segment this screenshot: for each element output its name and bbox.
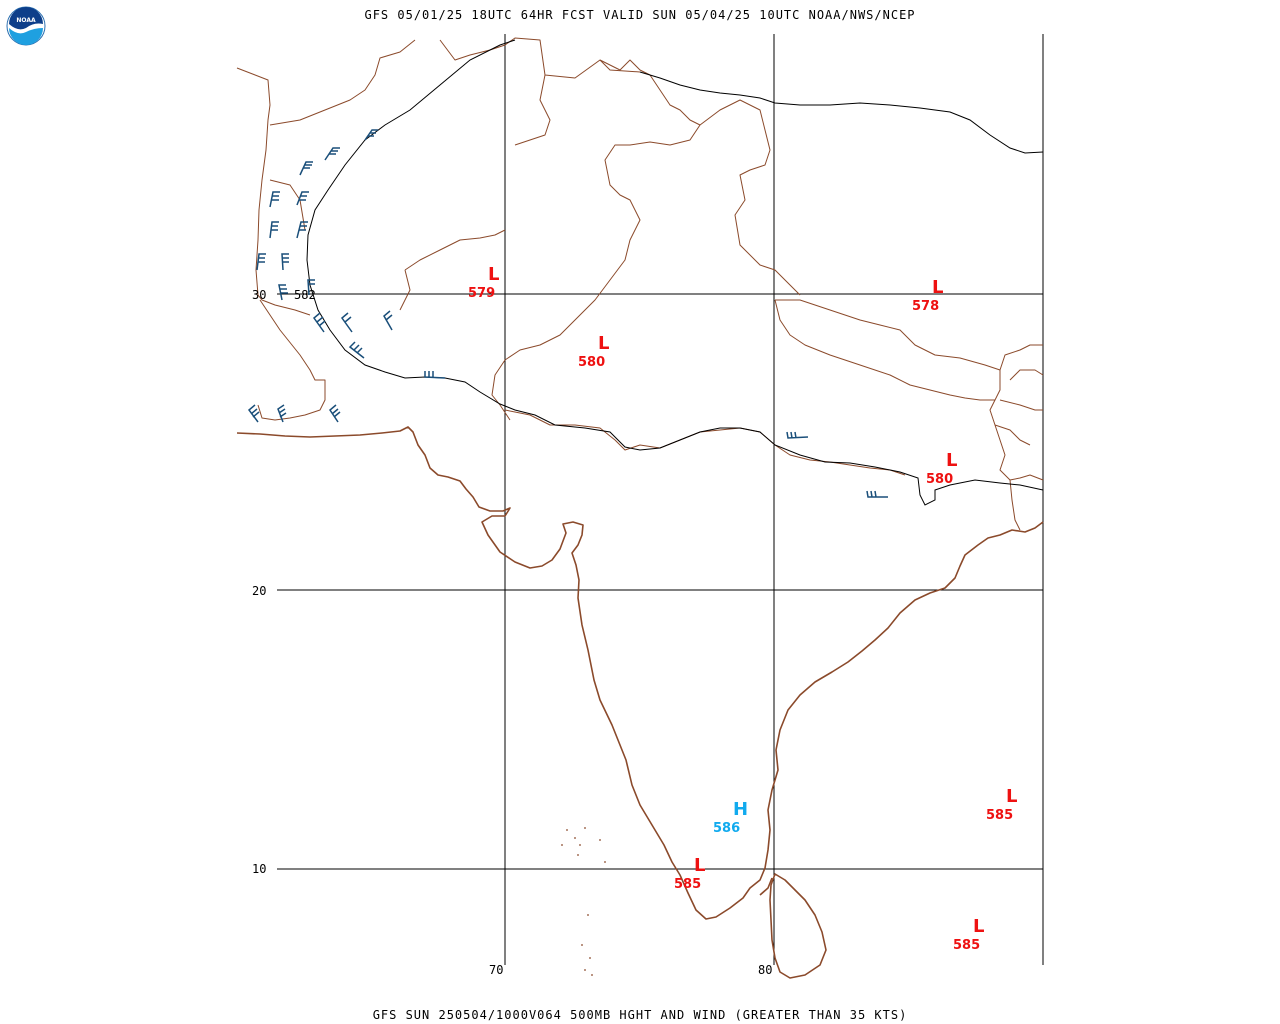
pressure-center-low: L 580	[578, 333, 609, 370]
wind-barbs	[247, 129, 888, 498]
svg-text:580: 580	[926, 472, 953, 487]
wind-barb	[278, 284, 288, 301]
wind-barb	[329, 404, 341, 423]
map-footer-title: GFS SUN 250504/1000V064 500MB HGHT AND W…	[372, 1008, 908, 1022]
svg-text:H: H	[733, 799, 748, 820]
svg-text:578: 578	[912, 299, 939, 314]
wind-barb	[296, 191, 309, 206]
pressure-center-low: L 585	[953, 916, 984, 953]
wind-barb	[281, 253, 289, 271]
lat-label-20: 20	[252, 584, 266, 598]
svg-text:585: 585	[674, 877, 701, 892]
wind-barb	[786, 431, 809, 439]
wind-barb	[247, 404, 260, 423]
wind-barb	[307, 279, 315, 296]
map-title: GFS 05/01/25 18UTC 64HR FCST VALID SUN 0…	[364, 8, 916, 22]
wind-barb	[256, 253, 266, 271]
wind-barb	[296, 221, 308, 239]
wind-barb	[364, 129, 378, 141]
pressure-center-low: L 585	[674, 855, 705, 892]
wind-barb	[299, 161, 313, 176]
wind-barb	[424, 371, 446, 379]
svg-text:585: 585	[986, 808, 1013, 823]
svg-text:NOAA: NOAA	[16, 17, 36, 24]
svg-text:L: L	[694, 855, 705, 876]
svg-text:L: L	[598, 333, 609, 354]
noaa-logo-icon: NOAA	[6, 6, 46, 46]
pressure-center-low: L 585	[986, 786, 1017, 823]
lon-label-80: 80	[758, 963, 772, 977]
height-contours	[306, 39, 1044, 506]
contour-label: 582	[294, 288, 316, 302]
pressure-center-low: L 579	[468, 264, 499, 301]
wind-barb	[340, 312, 353, 333]
wind-barb	[312, 312, 326, 333]
pressure-center-low: L 580	[926, 450, 957, 487]
borders	[236, 37, 1044, 531]
islands	[561, 827, 606, 976]
wind-barb	[383, 310, 393, 331]
svg-text:L: L	[946, 450, 957, 471]
svg-text:586: 586	[713, 821, 740, 836]
lon-label-70: 70	[489, 963, 503, 977]
wind-barb	[277, 404, 287, 423]
wind-barb	[348, 341, 365, 359]
wind-barb	[269, 191, 280, 208]
lat-label-10: 10	[252, 862, 266, 876]
pressure-center-low: L 578	[912, 277, 943, 314]
contour-582	[306, 39, 1044, 506]
contour-north	[639, 71, 1044, 154]
graticule	[277, 34, 1044, 965]
svg-text:L: L	[488, 264, 499, 285]
svg-text:579: 579	[468, 286, 495, 301]
pressure-center-high: H 586	[713, 799, 748, 836]
wind-barb	[866, 490, 888, 498]
wind-barb	[324, 147, 340, 161]
svg-text:585: 585	[953, 938, 980, 953]
svg-text:580: 580	[578, 355, 605, 370]
lat-label-30: 30	[252, 288, 266, 302]
svg-text:L: L	[973, 916, 984, 937]
wind-barb	[269, 221, 279, 239]
svg-text:L: L	[932, 277, 943, 298]
svg-text:L: L	[1006, 786, 1017, 807]
coastline	[236, 426, 1044, 979]
